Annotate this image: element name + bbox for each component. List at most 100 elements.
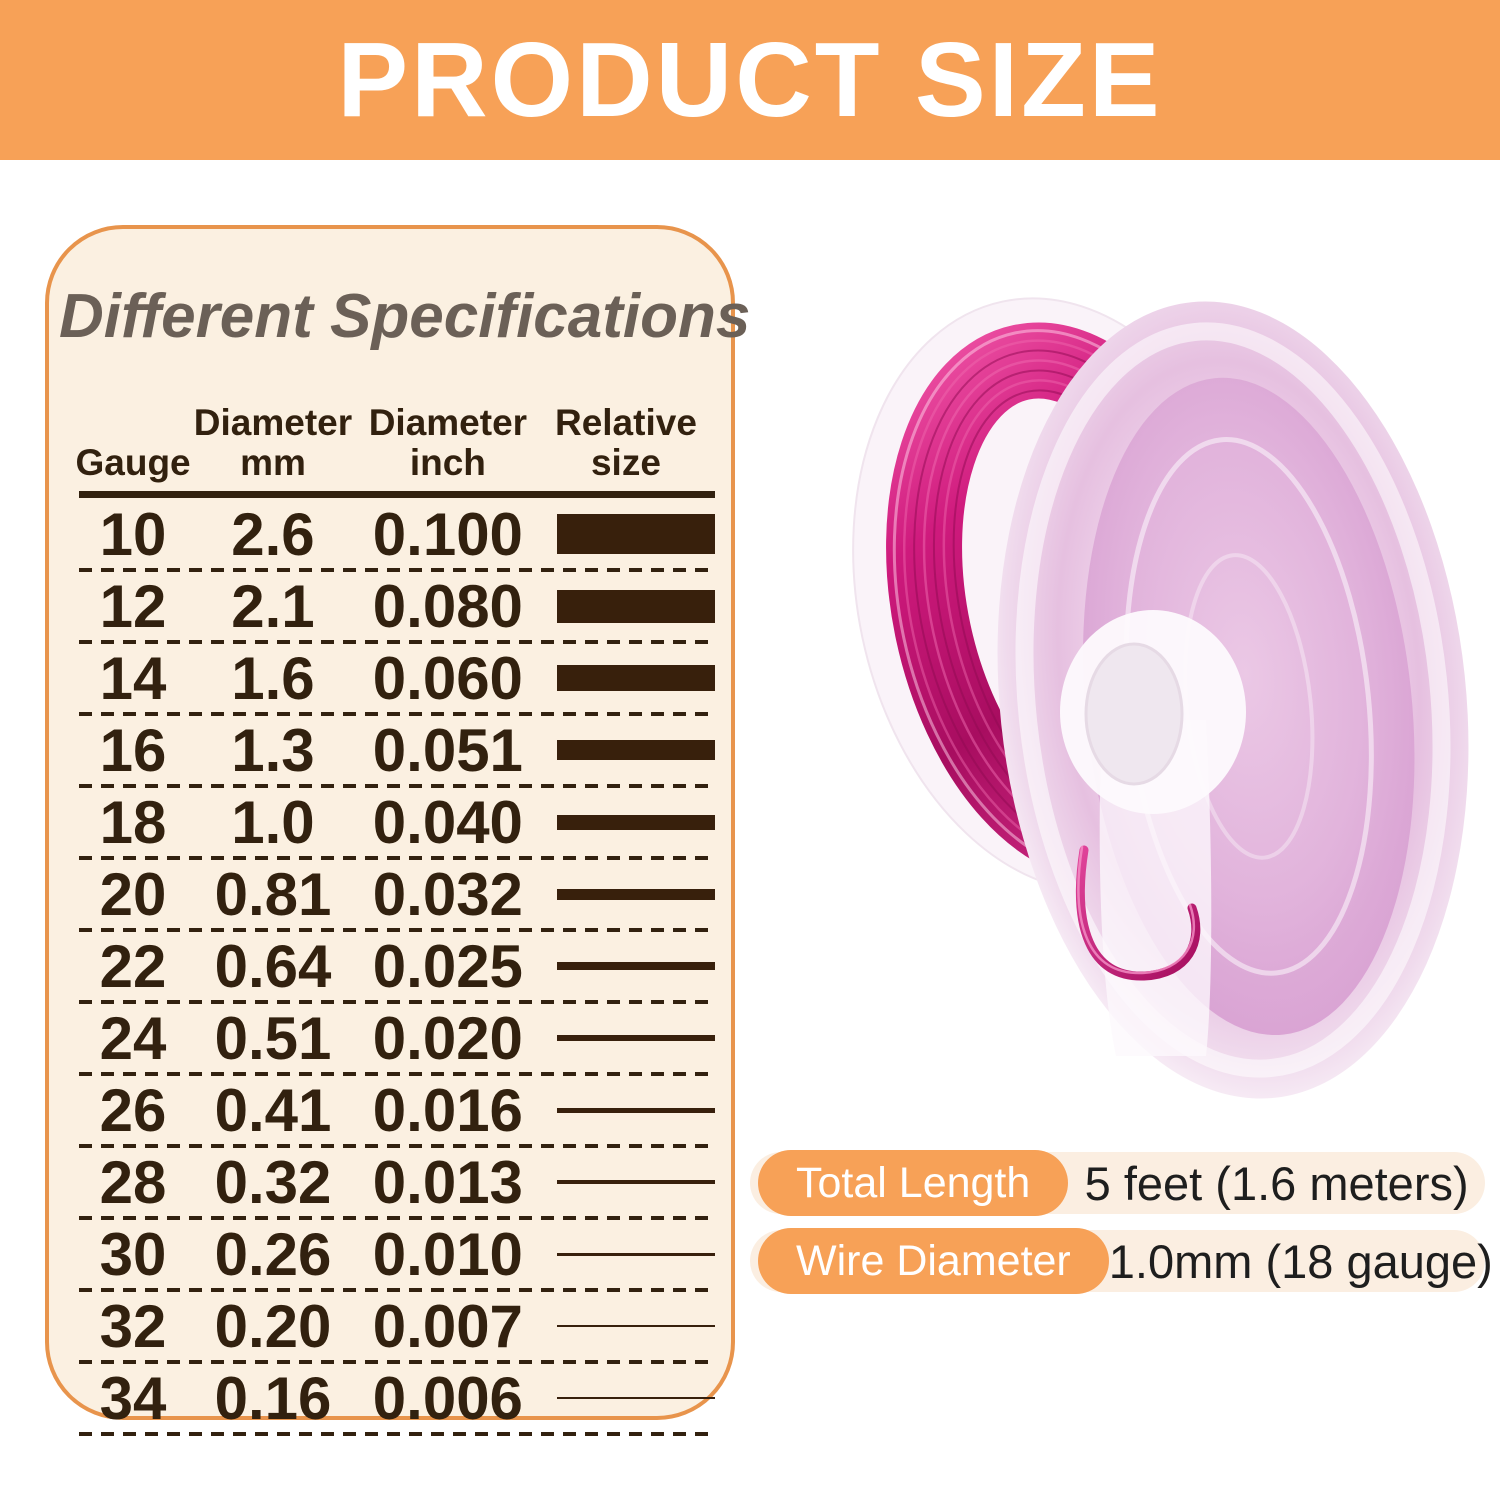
product-photo <box>850 250 1500 1130</box>
cell-gauge: 20 <box>99 860 167 928</box>
cell-gauge: 34 <box>99 1364 167 1432</box>
table-header-row: Gauge Diameter mm Diameter inch Relative… <box>75 379 715 484</box>
cell-relative-size <box>537 514 715 554</box>
badge-label: Wire Diameter <box>758 1228 1109 1294</box>
table-row: 12 2.1 0.080 <box>79 570 715 644</box>
cell-relative-size <box>537 814 715 830</box>
relative-size-bar <box>556 1252 715 1256</box>
cell-relative-size <box>537 740 715 760</box>
column-header-diameter-mm: Diameter mm <box>193 402 353 484</box>
table-row: 26 0.41 0.016 <box>79 1074 715 1148</box>
table-row: 18 1.0 0.040 <box>79 786 715 860</box>
relative-size-bar <box>556 589 715 623</box>
badge-value: 1.0mm (18 gauge) <box>1108 1234 1493 1288</box>
cell-diameter-mm: 0.51 <box>214 1004 332 1072</box>
cell-diameter-mm: 0.20 <box>214 1292 332 1360</box>
table-row: 22 0.64 0.025 <box>79 930 715 1004</box>
cell-diameter-mm: 1.0 <box>231 788 315 856</box>
wire-spool-illustration <box>852 297 1469 1099</box>
cell-diameter-mm: 2.6 <box>231 500 315 568</box>
cell-relative-size <box>537 665 715 691</box>
cell-diameter-inch: 0.020 <box>372 1004 523 1072</box>
cell-diameter-inch: 0.060 <box>372 644 523 712</box>
cell-relative-size <box>537 962 715 970</box>
relative-size-bar <box>556 1107 715 1113</box>
banner: PRODUCT SIZE <box>0 0 1500 160</box>
wire-end <box>1075 845 1201 981</box>
table-row: 32 0.20 0.007 <box>79 1290 715 1364</box>
cell-relative-size <box>537 1324 715 1328</box>
badge-label: Total Length <box>758 1150 1069 1216</box>
cell-diameter-inch: 0.013 <box>372 1148 523 1216</box>
cell-diameter-inch: 0.051 <box>372 716 523 784</box>
cell-diameter-mm: 1.6 <box>231 644 315 712</box>
cell-diameter-inch: 0.032 <box>372 860 523 928</box>
spool-hub <box>1060 610 1246 1056</box>
cell-diameter-mm: 0.64 <box>214 932 332 1000</box>
spec-panel: Different Specifications Gauge Diameter … <box>45 225 751 1436</box>
cell-diameter-inch: 0.080 <box>372 572 523 640</box>
cell-diameter-mm: 1.3 <box>231 716 315 784</box>
cell-diameter-mm: 0.41 <box>214 1076 332 1144</box>
cell-diameter-mm: 0.16 <box>214 1364 332 1432</box>
cell-diameter-mm: 0.26 <box>214 1220 332 1288</box>
page-title: PRODUCT SIZE <box>337 21 1163 139</box>
cell-diameter-inch: 0.025 <box>372 932 523 1000</box>
relative-size-bar <box>556 740 715 760</box>
table-row: 34 0.16 0.006 <box>79 1362 715 1436</box>
cell-relative-size <box>537 589 715 623</box>
table-row: 10 2.6 0.100 <box>79 498 715 572</box>
cell-relative-size <box>537 1397 715 1399</box>
cell-relative-size <box>537 1252 715 1256</box>
cell-diameter-inch: 0.040 <box>372 788 523 856</box>
cell-diameter-inch: 0.007 <box>372 1292 523 1360</box>
relative-size-bar <box>556 888 715 900</box>
column-header-diameter-inch: Diameter inch <box>368 402 528 484</box>
relative-size-bar <box>556 814 715 830</box>
relative-size-bar <box>556 1035 715 1041</box>
cell-gauge: 28 <box>99 1148 167 1216</box>
column-header-gauge: Gauge <box>75 442 191 484</box>
table-row: 30 0.26 0.010 <box>79 1218 715 1292</box>
cell-gauge: 18 <box>99 788 167 856</box>
relative-size-bar <box>556 1324 715 1328</box>
table-row: 14 1.6 0.060 <box>79 642 715 716</box>
table-row: 28 0.32 0.013 <box>79 1146 715 1220</box>
cell-relative-size <box>537 1107 715 1113</box>
spec-badge-wire-diameter: Wire Diameter 1.0mm (18 gauge) <box>750 1228 1493 1294</box>
table-header-rule <box>79 491 715 498</box>
cell-diameter-mm: 0.32 <box>214 1148 332 1216</box>
relative-size-bar <box>556 665 715 691</box>
cell-diameter-inch: 0.010 <box>372 1220 523 1288</box>
cell-diameter-mm: 2.1 <box>231 572 315 640</box>
cell-gauge: 32 <box>99 1292 167 1360</box>
cell-gauge: 24 <box>99 1004 167 1072</box>
cell-diameter-inch: 0.016 <box>372 1076 523 1144</box>
relative-size-bar <box>556 1397 715 1399</box>
cell-gauge: 30 <box>99 1220 167 1288</box>
table-row: 20 0.81 0.032 <box>79 858 715 932</box>
spec-badge-total-length: Total Length 5 feet (1.6 meters) <box>750 1150 1485 1216</box>
cell-relative-size <box>537 888 715 900</box>
cell-diameter-inch: 0.100 <box>372 500 523 568</box>
badge-value: 5 feet (1.6 meters) <box>1084 1156 1469 1210</box>
relative-size-bar <box>556 1180 715 1184</box>
cell-gauge: 12 <box>99 572 167 640</box>
cell-gauge: 16 <box>99 716 167 784</box>
spec-table: Gauge Diameter mm Diameter inch Relative… <box>75 379 715 1436</box>
cell-relative-size <box>537 1035 715 1041</box>
cell-gauge: 26 <box>99 1076 167 1144</box>
cell-diameter-mm: 0.81 <box>214 860 332 928</box>
column-header-relative-size: Relative size <box>554 402 697 484</box>
cell-diameter-inch: 0.006 <box>372 1364 523 1432</box>
spec-table-body: 10 2.6 0.100 12 2.1 0.080 14 1.6 0.060 <box>79 498 715 1436</box>
relative-size-bar <box>556 962 715 970</box>
cell-gauge: 14 <box>99 644 167 712</box>
spec-panel-title: Different Specifications <box>59 282 751 351</box>
cell-gauge: 22 <box>99 932 167 1000</box>
table-row: 16 1.3 0.051 <box>79 714 715 788</box>
table-row: 24 0.51 0.020 <box>79 1002 715 1076</box>
relative-size-bar <box>556 514 715 554</box>
cell-gauge: 10 <box>99 500 167 568</box>
